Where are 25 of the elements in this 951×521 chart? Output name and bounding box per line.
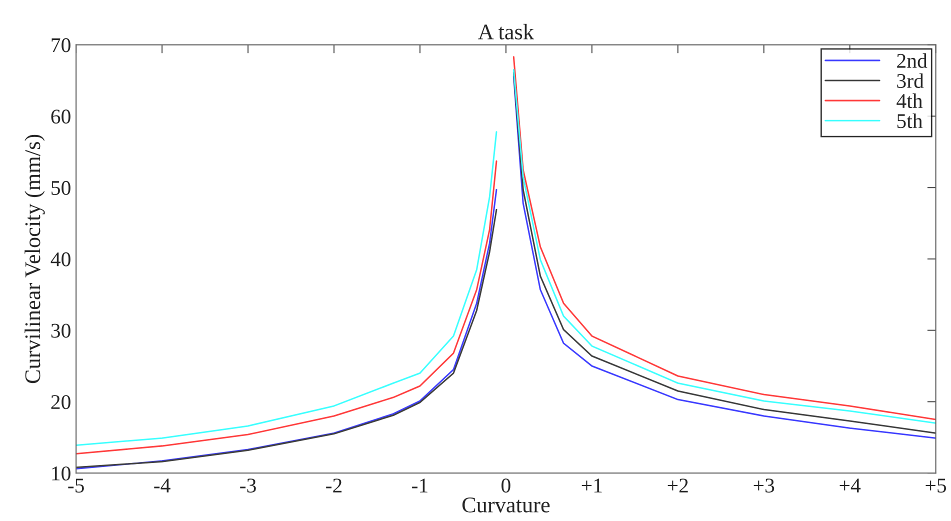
y-tick-label: 30 <box>51 324 70 338</box>
x-tick-label: -5 <box>68 478 84 493</box>
x-tick-label: -1 <box>412 478 428 492</box>
x-tick-label: +3 <box>754 478 774 493</box>
x-tick-label: +5 <box>926 478 946 493</box>
x-tick-label: -4 <box>154 478 170 492</box>
y-tick-label: 50 <box>52 180 70 195</box>
y-tick-label: 60 <box>51 110 70 124</box>
x-tick-label: +4 <box>840 478 861 492</box>
x-tick-label: +1 <box>582 478 602 492</box>
x-tick-label: -3 <box>240 478 256 493</box>
legend-label: 5th <box>897 113 923 128</box>
y-tick-label: 70 <box>52 38 70 52</box>
legend-label: 2nd <box>897 53 928 68</box>
x-tick-label: -2 <box>326 478 342 492</box>
x-axis-title: Curvature <box>462 498 550 512</box>
x-tick-label: 0 <box>502 478 510 493</box>
legend-label: 3rd <box>897 73 924 88</box>
chart-title: A task <box>478 24 534 40</box>
legend-label: 4th <box>896 93 923 108</box>
y-axis-title: Curvilinear Velocity (mm/s) <box>24 134 45 384</box>
x-tick-label: +2 <box>668 478 688 492</box>
y-tick-label: 20 <box>51 395 70 410</box>
y-tick-label: 40 <box>50 252 70 266</box>
y-tick-label: 10 <box>52 466 70 480</box>
